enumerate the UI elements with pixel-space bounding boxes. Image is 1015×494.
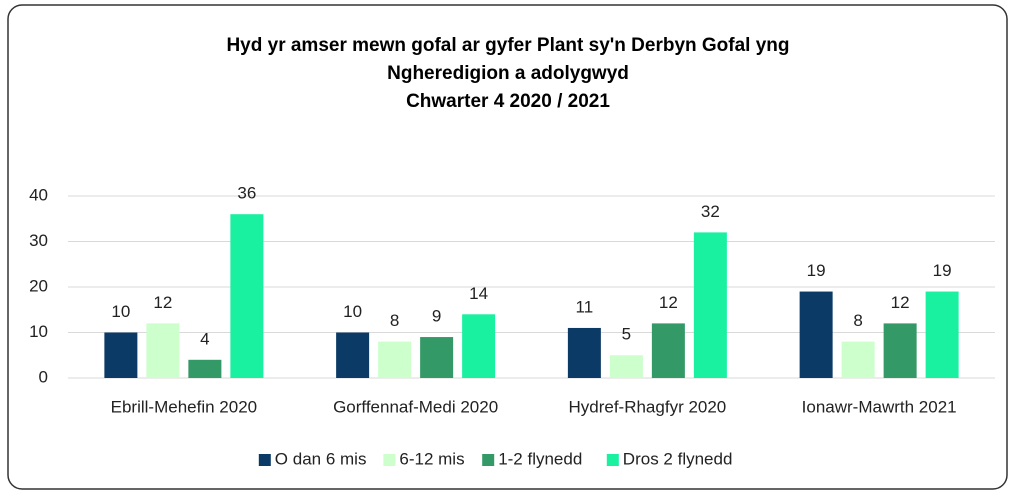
data-label: 36 [237,184,256,203]
data-label: 4 [200,329,209,348]
bar [799,291,833,378]
legend-swatch [606,454,619,466]
chart-title: Chwarter 4 2020 / 2021 [406,91,610,112]
y-tick-label: 20 [29,276,48,295]
bar [230,214,264,378]
legend-swatch [383,454,396,466]
bar [841,341,875,378]
bar [336,332,370,378]
data-label: 19 [933,261,952,280]
legend-label: Dros 2 flynedd [623,449,733,468]
legend-label: 6-12 mis [399,449,464,468]
bar [420,337,454,378]
data-label: 12 [153,293,172,312]
x-tick-label: Hydref-Rhagfyr 2020 [568,397,726,416]
data-label: 5 [622,325,631,344]
bar [883,323,917,378]
x-tick-label: Gorffennaf-Medi 2020 [333,397,498,416]
data-label: 12 [891,293,910,312]
bar [651,323,685,378]
y-tick-label: 0 [39,367,48,386]
data-label: 8 [390,311,399,330]
data-label: 19 [807,261,826,280]
bar [146,323,180,378]
data-label: 11 [576,297,594,316]
data-label: 14 [469,284,488,303]
data-label: 12 [659,293,678,312]
legend-label: 1-2 flynedd [498,449,582,468]
bar [378,341,412,378]
y-tick-label: 40 [29,185,48,204]
bar [693,232,727,378]
chart-title: Hyd yr amser mewn gofal ar gyfer Plant s… [226,35,789,56]
bar [188,359,222,378]
legend-swatch [258,454,271,466]
bar [609,355,643,378]
bar [567,327,601,378]
data-label: 9 [432,307,441,326]
data-label: 10 [343,302,362,321]
y-tick-label: 30 [29,231,48,250]
chart-title: Ngheredigion a adolygwyd [387,63,629,84]
y-tick-label: 10 [29,322,48,341]
bar [104,332,138,378]
legend-label: O dan 6 mis [275,449,367,468]
data-label: 10 [111,302,130,321]
x-tick-label: Ebrill-Mehefin 2020 [111,397,257,416]
data-label: 8 [853,311,862,330]
data-label: 32 [701,202,720,221]
legend-swatch [482,454,495,466]
bar [462,314,496,378]
bar [925,291,959,378]
x-tick-label: Ionawr-Mawrth 2021 [802,397,957,416]
